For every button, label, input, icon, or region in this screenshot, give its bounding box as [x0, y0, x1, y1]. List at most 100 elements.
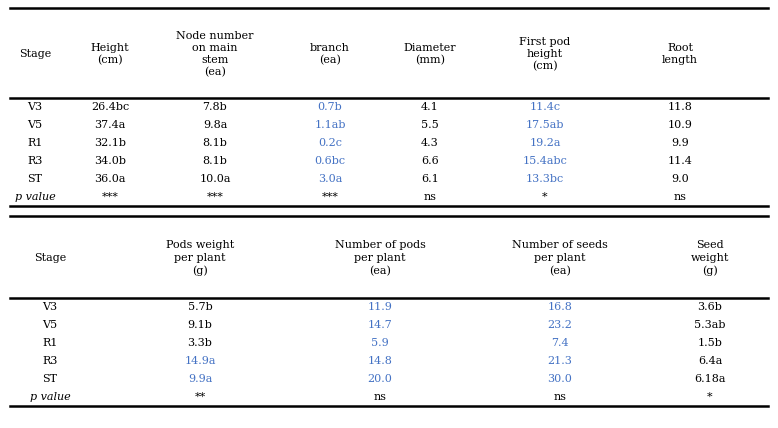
Text: on main: on main: [192, 43, 238, 53]
Text: 9.8a: 9.8a: [203, 120, 227, 130]
Text: 5.7b: 5.7b: [187, 302, 212, 312]
Text: 15.4abc: 15.4abc: [523, 156, 567, 166]
Text: **: **: [194, 392, 205, 402]
Text: V3: V3: [43, 302, 58, 312]
Text: 14.8: 14.8: [367, 356, 392, 366]
Text: per plant: per plant: [354, 253, 406, 263]
Text: 14.9a: 14.9a: [184, 356, 216, 366]
Text: 11.4c: 11.4c: [530, 102, 561, 112]
Text: 6.18a: 6.18a: [694, 374, 726, 384]
Text: (ea): (ea): [204, 67, 226, 77]
Text: weight: weight: [691, 253, 729, 263]
Text: R3: R3: [27, 156, 43, 166]
Text: R1: R1: [27, 138, 43, 148]
Text: 30.0: 30.0: [548, 374, 573, 384]
Text: 0.6bc: 0.6bc: [314, 156, 345, 166]
Text: ns: ns: [674, 192, 686, 202]
Text: ns: ns: [373, 392, 387, 402]
Text: V5: V5: [43, 320, 58, 330]
Text: 14.7: 14.7: [368, 320, 392, 330]
Text: 7.4: 7.4: [551, 338, 569, 348]
Text: stem: stem: [202, 55, 229, 65]
Text: ***: ***: [321, 192, 338, 202]
Text: 5.3ab: 5.3ab: [694, 320, 726, 330]
Text: branch: branch: [310, 43, 350, 53]
Text: V3: V3: [27, 102, 43, 112]
Text: 8.1b: 8.1b: [202, 138, 227, 148]
Text: 34.0b: 34.0b: [94, 156, 126, 166]
Text: ST: ST: [27, 174, 43, 184]
Text: *: *: [542, 192, 548, 202]
Text: First pod: First pod: [520, 37, 570, 47]
Text: 19.2a: 19.2a: [529, 138, 561, 148]
Text: (cm): (cm): [532, 61, 558, 71]
Text: ***: ***: [207, 192, 223, 202]
Text: 21.3: 21.3: [548, 356, 573, 366]
Text: 10.0a: 10.0a: [199, 174, 231, 184]
Text: 6.6: 6.6: [421, 156, 439, 166]
Text: 6.1: 6.1: [421, 174, 439, 184]
Text: Pods weight: Pods weight: [166, 240, 234, 250]
Text: R3: R3: [42, 356, 58, 366]
Text: 11.4: 11.4: [668, 156, 692, 166]
Text: *: *: [707, 392, 713, 402]
Text: 10.9: 10.9: [668, 120, 692, 130]
Text: ns: ns: [553, 392, 566, 402]
Text: R1: R1: [42, 338, 58, 348]
Text: ns: ns: [423, 192, 436, 202]
Text: height: height: [527, 49, 563, 59]
Text: ST: ST: [43, 374, 58, 384]
Text: 23.2: 23.2: [548, 320, 573, 330]
Text: per plant: per plant: [174, 253, 226, 263]
Text: Diameter: Diameter: [404, 43, 457, 53]
Text: 1.5b: 1.5b: [698, 338, 723, 348]
Text: 9.1b: 9.1b: [187, 320, 212, 330]
Text: 4.3: 4.3: [421, 138, 439, 148]
Text: Stage: Stage: [19, 49, 51, 59]
Text: Root: Root: [667, 43, 693, 53]
Text: Height: Height: [91, 43, 129, 53]
Text: Number of seeds: Number of seeds: [512, 240, 608, 250]
Text: 0.2c: 0.2c: [318, 138, 342, 148]
Text: (ea): (ea): [549, 266, 571, 276]
Text: (mm): (mm): [415, 55, 445, 65]
Text: p value: p value: [15, 192, 55, 202]
Text: ***: ***: [102, 192, 118, 202]
Text: Stage: Stage: [34, 253, 66, 263]
Text: V5: V5: [27, 120, 43, 130]
Text: 3.0a: 3.0a: [317, 174, 342, 184]
Text: 37.4a: 37.4a: [94, 120, 126, 130]
Text: 0.7b: 0.7b: [317, 102, 342, 112]
Text: (g): (g): [702, 266, 718, 276]
Text: 20.0: 20.0: [367, 374, 392, 384]
Text: Seed: Seed: [696, 240, 724, 250]
Text: 26.4bc: 26.4bc: [91, 102, 129, 112]
Text: 11.9: 11.9: [367, 302, 392, 312]
Text: (g): (g): [192, 266, 208, 276]
Text: 8.1b: 8.1b: [202, 156, 227, 166]
Text: 7.8b: 7.8b: [202, 102, 227, 112]
Text: 5.5: 5.5: [421, 120, 439, 130]
Text: Number of pods: Number of pods: [335, 240, 426, 250]
Text: 4.1: 4.1: [421, 102, 439, 112]
Text: p value: p value: [30, 392, 70, 402]
Text: (cm): (cm): [97, 55, 123, 65]
Text: 36.0a: 36.0a: [94, 174, 126, 184]
Text: 3.6b: 3.6b: [698, 302, 723, 312]
Text: (ea): (ea): [369, 266, 391, 276]
Text: 32.1b: 32.1b: [94, 138, 126, 148]
Text: 16.8: 16.8: [548, 302, 573, 312]
Text: (ea): (ea): [319, 55, 341, 65]
Text: 6.4a: 6.4a: [698, 356, 722, 366]
Text: 11.8: 11.8: [668, 102, 692, 112]
Text: length: length: [662, 55, 698, 65]
Text: 5.9: 5.9: [371, 338, 389, 348]
Text: 1.1ab: 1.1ab: [314, 120, 345, 130]
Text: 17.5ab: 17.5ab: [526, 120, 564, 130]
Text: 9.9a: 9.9a: [187, 374, 212, 384]
Text: Node number: Node number: [177, 31, 254, 41]
Text: 9.0: 9.0: [671, 174, 689, 184]
Text: 9.9: 9.9: [671, 138, 689, 148]
Text: 13.3bc: 13.3bc: [526, 174, 564, 184]
Text: per plant: per plant: [534, 253, 586, 263]
